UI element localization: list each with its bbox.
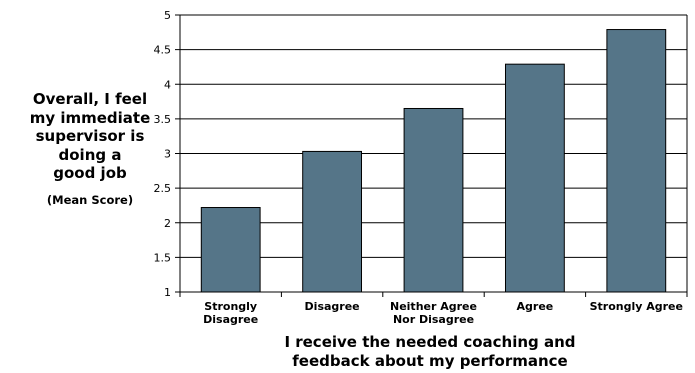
axes (179, 14, 688, 293)
y-tick-labels: 1 1.5 2 2.5 3 3.5 4 4.5 5 (154, 9, 180, 299)
y-axis-title-line: my immediate (29, 108, 151, 127)
bar (302, 150, 363, 293)
x-tick-label: Neither Agree (390, 300, 477, 313)
y-tick-label: 5 (164, 9, 171, 22)
y-axis-title: Overall, I feel my immediate supervisor … (0, 90, 180, 207)
x-tick-label: Disagree (305, 300, 360, 313)
y-tick-label: 4.5 (154, 44, 172, 57)
y-axis-title-line: doing a (58, 145, 122, 164)
x-axis-title-line: I receive the needed coaching and (284, 333, 576, 351)
bar (606, 29, 667, 293)
x-axis-title: I receive the needed coaching and feedba… (200, 333, 660, 371)
y-tick-label: 1.5 (154, 251, 172, 264)
x-tick-label: Nor Disagree (393, 313, 474, 326)
y-tick-label: 2.5 (154, 182, 172, 195)
x-tick-label: Strongly Agree (590, 300, 683, 313)
y-axis-title-line: good job (53, 164, 127, 182)
bar (504, 63, 565, 293)
x-tick-label: Agree (517, 300, 554, 313)
bar (403, 107, 464, 293)
bar (200, 207, 261, 293)
x-tick-label: Strongly (204, 300, 257, 313)
y-tick-label: 3.5 (154, 113, 172, 126)
y-axis-title-line: Overall, I feel (32, 90, 148, 108)
y-tick-label: 2 (164, 217, 171, 230)
bars (200, 29, 667, 293)
y-tick-label: 3 (164, 148, 171, 161)
y-tick-label: 1 (164, 286, 171, 299)
y-axis-title-line: supervisor is (35, 127, 145, 145)
x-axis-title-line: feedback about my performance (292, 352, 568, 370)
x-tick-label: Disagree (203, 313, 258, 326)
y-axis-subtitle: (Mean Score) (46, 192, 134, 207)
y-tick-label: 4 (164, 78, 171, 91)
